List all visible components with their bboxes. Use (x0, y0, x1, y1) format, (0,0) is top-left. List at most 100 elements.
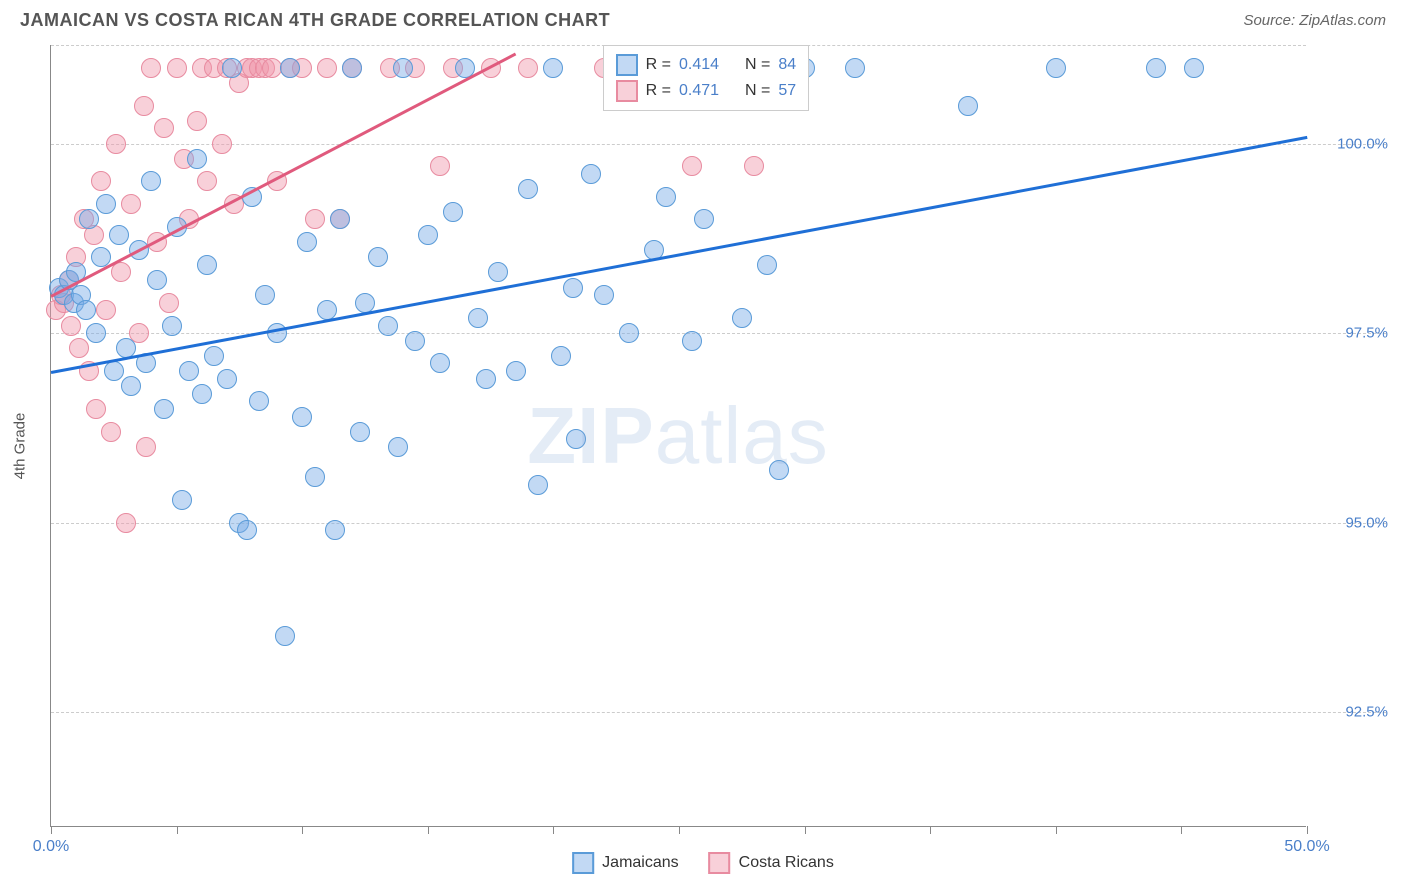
data-point (249, 391, 269, 411)
data-point (154, 118, 174, 138)
data-point (694, 209, 714, 229)
legend-item: Costa Ricans (709, 852, 834, 874)
data-point (682, 156, 702, 176)
legend-label: Jamaicans (602, 854, 678, 872)
y-tick-label: 100.0% (1337, 135, 1388, 152)
data-point (154, 399, 174, 419)
data-point (581, 164, 601, 184)
data-point (267, 323, 287, 343)
data-point (204, 346, 224, 366)
data-point (192, 384, 212, 404)
data-point (79, 209, 99, 229)
x-tick (1307, 826, 1308, 834)
data-point (212, 134, 232, 154)
data-point (141, 58, 161, 78)
source-label: Source: ZipAtlas.com (1243, 12, 1386, 29)
data-point (222, 58, 242, 78)
data-point (528, 475, 548, 495)
data-point (342, 58, 362, 78)
data-point (1046, 58, 1066, 78)
data-point (134, 96, 154, 116)
x-tick (1181, 826, 1182, 834)
x-tick (679, 826, 680, 834)
data-point (86, 323, 106, 343)
trend-line (50, 53, 516, 298)
r-label: R = (646, 56, 671, 74)
data-point (162, 316, 182, 336)
data-point (106, 134, 126, 154)
data-point (61, 316, 81, 336)
data-point (393, 58, 413, 78)
swatch-icon (616, 54, 638, 76)
data-point (179, 361, 199, 381)
x-tick (302, 826, 303, 834)
data-point (488, 262, 508, 282)
data-point (430, 156, 450, 176)
data-point (187, 149, 207, 169)
data-point (418, 225, 438, 245)
r-value: 0.471 (679, 82, 719, 100)
y-tick-label: 97.5% (1345, 325, 1388, 342)
data-point (566, 429, 586, 449)
series-legend: Jamaicans Costa Ricans (572, 852, 834, 874)
data-point (551, 346, 571, 366)
x-tick (553, 826, 554, 834)
data-point (159, 293, 179, 313)
swatch-icon (709, 852, 731, 874)
data-point (197, 171, 217, 191)
data-point (305, 209, 325, 229)
data-point (111, 262, 131, 282)
data-point (563, 278, 583, 298)
data-point (101, 422, 121, 442)
data-point (732, 308, 752, 328)
r-label: R = (646, 82, 671, 100)
data-point (104, 361, 124, 381)
data-point (317, 58, 337, 78)
data-point (476, 369, 496, 389)
r-value: 0.414 (679, 56, 719, 74)
data-point (292, 407, 312, 427)
swatch-icon (572, 852, 594, 874)
data-point (147, 270, 167, 290)
data-point (518, 179, 538, 199)
data-point (468, 308, 488, 328)
x-tick-label: 0.0% (33, 838, 69, 856)
data-point (1184, 58, 1204, 78)
n-label: N = (745, 82, 770, 100)
x-tick-label: 50.0% (1284, 838, 1329, 856)
data-point (368, 247, 388, 267)
data-point (757, 255, 777, 275)
x-tick (177, 826, 178, 834)
legend-item: Jamaicans (572, 852, 678, 874)
scatter-chart: 92.5%95.0%97.5%100.0%0.0%50.0% ZIPatlas … (50, 45, 1306, 827)
data-point (443, 202, 463, 222)
data-point (506, 361, 526, 381)
data-point (141, 171, 161, 191)
data-point (378, 316, 398, 336)
data-point (297, 232, 317, 252)
data-point (594, 285, 614, 305)
data-point (845, 58, 865, 78)
x-tick (51, 826, 52, 834)
data-point (237, 520, 257, 540)
data-point (197, 255, 217, 275)
data-point (305, 467, 325, 487)
n-value: 57 (778, 82, 796, 100)
data-point (116, 513, 136, 533)
data-point (350, 422, 370, 442)
data-point (543, 58, 563, 78)
stats-legend: R =0.414N =84R =0.471N =57 (603, 45, 810, 111)
y-tick-label: 95.0% (1345, 514, 1388, 531)
data-point (682, 331, 702, 351)
gridline (51, 144, 1386, 145)
data-point (388, 437, 408, 457)
data-point (280, 58, 300, 78)
stats-row: R = 0.471 N = 57 (616, 78, 797, 104)
data-point (255, 285, 275, 305)
data-point (136, 437, 156, 457)
data-point (76, 300, 96, 320)
data-point (769, 460, 789, 480)
x-tick (930, 826, 931, 834)
data-point (96, 194, 116, 214)
data-point (619, 323, 639, 343)
